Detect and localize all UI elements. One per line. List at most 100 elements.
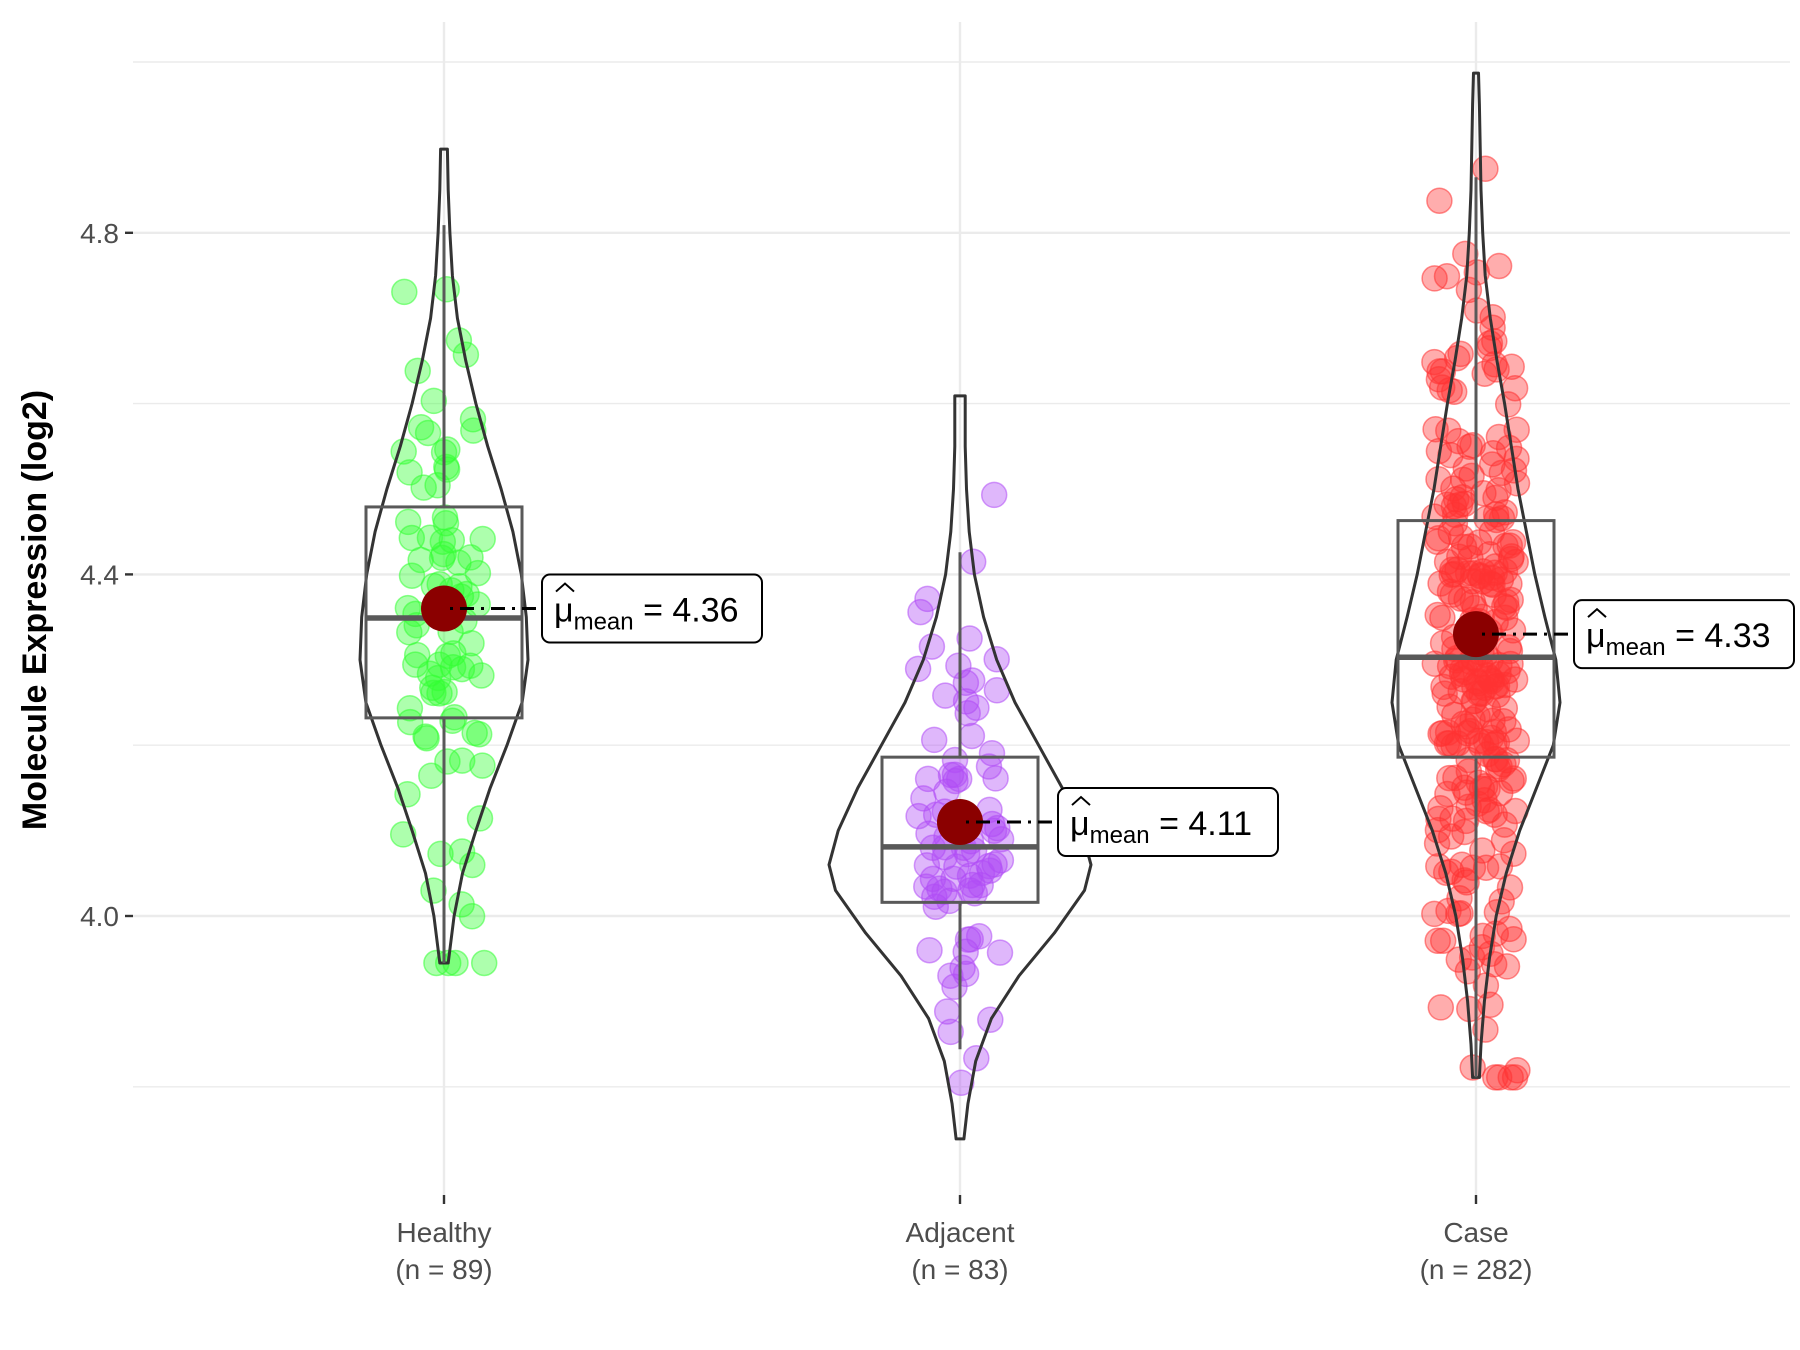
data-point bbox=[1500, 926, 1527, 953]
data-point bbox=[420, 877, 447, 904]
data-point bbox=[394, 508, 422, 536]
data-point bbox=[1429, 604, 1456, 632]
data-point bbox=[1499, 617, 1527, 644]
data-point bbox=[1445, 946, 1473, 973]
data-point bbox=[1431, 680, 1458, 707]
data-point bbox=[1485, 252, 1513, 280]
data-point bbox=[913, 873, 940, 900]
data-point bbox=[1440, 378, 1468, 406]
mean-value: = 4.36 bbox=[634, 592, 739, 630]
data-point bbox=[1425, 524, 1452, 552]
data-point bbox=[1469, 837, 1496, 864]
data-point bbox=[961, 880, 989, 907]
data-point bbox=[1459, 854, 1487, 881]
data-point bbox=[1491, 811, 1518, 838]
data-point bbox=[469, 525, 496, 553]
data-point bbox=[464, 559, 492, 587]
mean-point bbox=[421, 585, 467, 632]
data-point bbox=[1459, 432, 1486, 459]
hat-symbol bbox=[555, 582, 575, 593]
mean-subscript: mean bbox=[574, 609, 634, 636]
data-point bbox=[398, 562, 426, 589]
data-point bbox=[391, 278, 418, 306]
violin-adjacent bbox=[827, 394, 1093, 1141]
data-point bbox=[916, 936, 943, 964]
data-point bbox=[1491, 593, 1518, 620]
data-point bbox=[1433, 262, 1461, 290]
mean-label: μmean = 4.11 bbox=[1070, 805, 1252, 849]
data-point bbox=[932, 682, 959, 709]
mean-point bbox=[937, 799, 983, 846]
data-point bbox=[952, 669, 980, 697]
data-point bbox=[458, 630, 485, 657]
data-point bbox=[1459, 706, 1486, 733]
x-tick-label: Case bbox=[1443, 1217, 1508, 1248]
data-point bbox=[958, 722, 986, 750]
data-point bbox=[427, 840, 454, 868]
data-point bbox=[1424, 927, 1451, 955]
data-point bbox=[465, 721, 493, 748]
data-point bbox=[1482, 746, 1510, 773]
hat-symbol bbox=[1071, 795, 1091, 806]
data-point bbox=[945, 652, 972, 679]
data-point bbox=[913, 852, 941, 879]
data-point bbox=[1427, 794, 1454, 822]
data-point bbox=[420, 387, 448, 415]
data-point bbox=[1448, 656, 1476, 684]
data-point bbox=[402, 651, 429, 678]
data-point bbox=[1424, 816, 1452, 844]
mean-label: μmean = 4.33 bbox=[1586, 617, 1771, 661]
axis-layer: 4.0 4.4 4.8 Healthy (n = 89) Adjacent (n = 83)… bbox=[80, 218, 1532, 1285]
data-point bbox=[418, 762, 445, 790]
group-case: μmean = 4.33 bbox=[1390, 71, 1795, 1091]
mean-label-box bbox=[1573, 599, 1795, 670]
data-point bbox=[1426, 187, 1453, 214]
data-point bbox=[1425, 805, 1452, 833]
data-point bbox=[1429, 927, 1457, 954]
data-point bbox=[434, 642, 462, 670]
data-point bbox=[448, 747, 476, 774]
box-case bbox=[1396, 519, 1556, 759]
data-point bbox=[907, 598, 934, 626]
data-point bbox=[1480, 718, 1508, 746]
box-healthy bbox=[364, 505, 524, 720]
violin-case bbox=[1390, 71, 1562, 1079]
data-point bbox=[941, 746, 969, 774]
data-point bbox=[1471, 360, 1498, 387]
data-point bbox=[957, 926, 984, 953]
data-point bbox=[1421, 348, 1448, 376]
data-point bbox=[1501, 374, 1529, 402]
data-point bbox=[412, 723, 439, 750]
data-point bbox=[937, 1018, 964, 1046]
data-point bbox=[1472, 1016, 1499, 1043]
mean-subscript: mean bbox=[1090, 822, 1150, 849]
data-point bbox=[1457, 717, 1484, 745]
data-point bbox=[460, 417, 487, 444]
data-point bbox=[469, 752, 496, 779]
data-point bbox=[986, 939, 1014, 966]
data-point bbox=[1424, 601, 1451, 629]
data-point bbox=[407, 414, 435, 441]
group-healthy: μmean = 4.36 bbox=[358, 147, 763, 977]
x-tick-n-label: (n = 83) bbox=[911, 1254, 1008, 1285]
data-point bbox=[1433, 730, 1461, 757]
data-point bbox=[1441, 501, 1469, 528]
data-point bbox=[1478, 564, 1506, 591]
data-point bbox=[1481, 351, 1508, 378]
y-tick-label: 4.4 bbox=[80, 559, 119, 590]
mean-symbol: μ bbox=[554, 592, 574, 630]
mean-symbol: μ bbox=[1070, 805, 1090, 843]
data-point bbox=[1434, 780, 1461, 808]
x-tick-label: Adjacent bbox=[906, 1217, 1015, 1248]
data-point bbox=[982, 765, 1009, 792]
data-point bbox=[1477, 666, 1504, 694]
data-point bbox=[428, 544, 456, 572]
mean-label-box bbox=[1057, 787, 1279, 858]
data-point bbox=[1456, 533, 1484, 560]
data-point bbox=[470, 949, 498, 977]
data-point bbox=[1427, 994, 1455, 1021]
data-point bbox=[1440, 560, 1468, 588]
x-tick-label: Healthy bbox=[397, 1217, 492, 1248]
